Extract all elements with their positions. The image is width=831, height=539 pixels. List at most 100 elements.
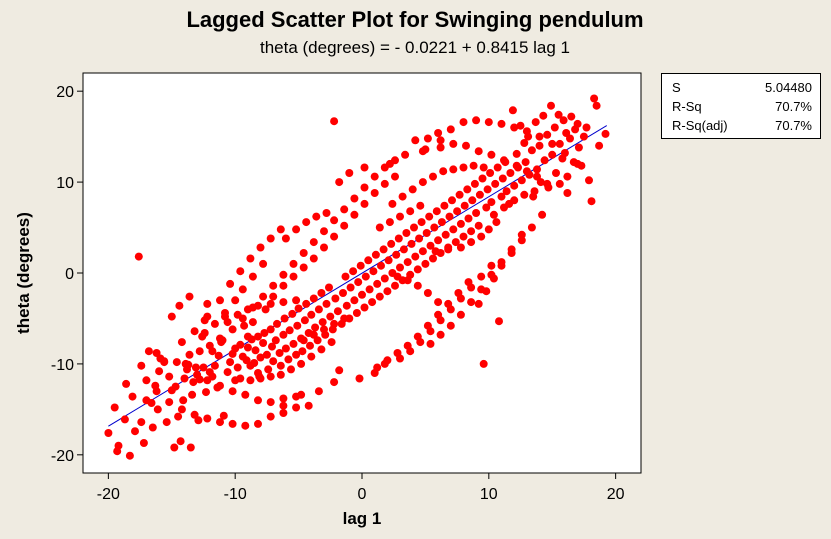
scatter-point <box>512 149 521 158</box>
scatter-point <box>144 347 153 356</box>
scatter-point <box>261 305 270 314</box>
scatter-point <box>254 332 262 341</box>
scatter-point <box>228 419 237 428</box>
scatter-point <box>279 298 288 307</box>
scatter-point <box>216 296 224 305</box>
x-tick-label: -20 <box>97 486 120 503</box>
scatter-point <box>309 254 318 263</box>
scatter-point <box>393 272 402 281</box>
scatter-point <box>437 218 446 227</box>
scatter-point <box>467 238 476 247</box>
scatter-point <box>456 243 465 252</box>
scatter-point <box>289 259 298 268</box>
scatter-point <box>398 192 407 201</box>
scatter-point <box>302 218 311 227</box>
scatter-point <box>185 292 194 301</box>
scatter-point <box>464 214 473 223</box>
scatter-point <box>298 347 307 356</box>
y-tick-label: 20 <box>56 84 74 101</box>
scatter-point <box>402 229 411 237</box>
scatter-point <box>147 399 156 407</box>
scatter-point <box>434 129 443 137</box>
scatter-point <box>446 321 455 330</box>
scatter-point <box>477 272 486 281</box>
scatter-point <box>349 267 358 276</box>
y-axis-label: theta (degrees) <box>14 212 33 334</box>
scatter-point <box>407 239 416 248</box>
scatter-point <box>284 355 293 364</box>
scatter-point <box>333 307 342 316</box>
scatter-point <box>292 350 301 359</box>
scatter-point <box>350 194 359 203</box>
scatter-point <box>160 358 169 367</box>
scatter-point <box>203 376 212 385</box>
x-tick-label: -10 <box>224 486 247 503</box>
chart-subtitle: theta (degrees) = - 0.0221 + 0.8415 lag … <box>260 38 570 57</box>
scatter-point <box>477 232 486 241</box>
scatter-point <box>248 318 257 327</box>
scatter-point <box>360 303 369 312</box>
scatter-point <box>394 234 403 243</box>
scatter-point <box>497 261 506 270</box>
scatter-point <box>550 123 559 132</box>
scatter-point <box>320 325 328 334</box>
regression-fit-line <box>108 125 608 427</box>
stats-value: 70.7% <box>775 99 812 114</box>
scatter-point <box>165 372 174 381</box>
scatter-point <box>456 310 465 319</box>
scatter-point <box>170 443 179 452</box>
scatter-point <box>467 283 476 292</box>
scatter-point <box>193 370 202 379</box>
scatter-point <box>241 421 250 430</box>
scatter-point <box>302 299 311 308</box>
scatter-point <box>380 179 389 188</box>
scatter-point <box>456 294 465 303</box>
scatter-point <box>462 141 470 150</box>
scatter-point <box>307 310 316 319</box>
scatter-point <box>318 318 327 327</box>
scatter-point <box>375 223 384 232</box>
scatter-point <box>205 341 214 350</box>
scatter-point <box>377 261 385 270</box>
scatter-point <box>517 236 526 245</box>
scatter-point <box>566 134 574 143</box>
scatter-point <box>434 298 443 307</box>
scatter-point <box>474 147 483 156</box>
scatter-point <box>354 278 363 287</box>
scatter-point <box>254 396 262 405</box>
scatter-point <box>474 221 483 230</box>
scatter-point <box>548 150 557 159</box>
scatter-point <box>543 179 552 188</box>
scatter-point <box>368 298 377 307</box>
scatter-point <box>459 163 468 172</box>
scatter-point <box>422 229 431 237</box>
scatter-point <box>186 443 195 452</box>
scatter-point <box>294 304 303 313</box>
scatter-point <box>190 410 199 419</box>
scatter-point <box>256 374 265 383</box>
scatter-point <box>510 181 519 190</box>
scatter-point <box>495 317 503 326</box>
scatter-point <box>472 209 481 217</box>
scatter-point <box>275 349 284 357</box>
scatter-point <box>114 441 123 450</box>
scatter-point <box>330 232 339 241</box>
scatter-point <box>219 411 228 420</box>
scatter-point <box>539 111 548 120</box>
scatter-point <box>236 374 245 383</box>
scatter-point <box>309 294 318 303</box>
scatter-point <box>131 427 139 436</box>
scatter-point <box>489 274 498 283</box>
scatter-point <box>179 396 188 405</box>
scatter-point <box>226 279 235 288</box>
scatter-point <box>231 296 240 305</box>
scatter-point <box>406 347 415 356</box>
scatter-point <box>254 419 262 428</box>
scatter-point <box>251 346 260 355</box>
scatter-point <box>268 342 276 351</box>
scatter-point <box>439 167 448 176</box>
scatter-point <box>535 132 544 141</box>
scatter-point <box>188 390 197 399</box>
scatter-point <box>487 198 496 207</box>
scatter-point <box>180 374 189 383</box>
